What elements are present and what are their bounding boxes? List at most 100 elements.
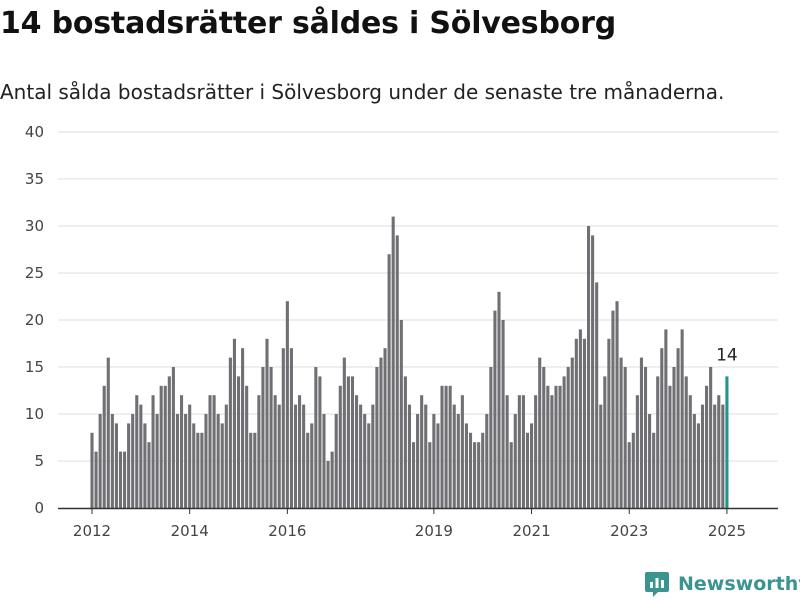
bar [330, 451, 334, 508]
bar [314, 367, 318, 508]
bar [721, 404, 725, 508]
bar [334, 414, 338, 508]
x-tick-label: 2014 [171, 522, 209, 540]
bar [359, 404, 363, 508]
bar [147, 442, 151, 508]
bar [517, 395, 521, 508]
bar [700, 404, 705, 508]
bar [468, 432, 473, 508]
bar [306, 432, 310, 508]
y-tick-label: 40 [25, 123, 44, 141]
bar [179, 395, 184, 508]
newsworthy-logo-icon [645, 572, 669, 597]
bar [127, 423, 131, 508]
bar [692, 414, 696, 508]
y-tick-label: 0 [34, 499, 44, 517]
x-tick-label: 2012 [73, 522, 111, 540]
bar [350, 376, 355, 508]
bar [155, 414, 159, 508]
bar [481, 432, 485, 508]
bar [298, 395, 302, 508]
bar [135, 395, 139, 508]
bar [501, 320, 505, 508]
bar [110, 414, 114, 508]
bar [123, 451, 127, 508]
bar [395, 235, 399, 508]
bar [375, 367, 379, 508]
bar [379, 357, 383, 508]
y-tick-label: 20 [25, 311, 44, 329]
bar [90, 432, 94, 508]
bar [464, 423, 468, 508]
bar [521, 395, 525, 508]
bar [562, 376, 566, 508]
bar [143, 423, 147, 508]
bar [224, 404, 228, 508]
bar [611, 310, 615, 508]
bar [505, 395, 509, 508]
y-tick-label: 25 [25, 264, 44, 282]
value-labels: 14 [716, 345, 738, 365]
bar [318, 376, 322, 508]
bar [493, 310, 497, 508]
bar [473, 442, 477, 508]
bar [652, 432, 656, 508]
bar [688, 395, 692, 508]
bar [554, 385, 558, 508]
bar [635, 395, 639, 508]
bar [436, 423, 440, 508]
gridlines [58, 131, 778, 462]
bar [151, 395, 155, 508]
bar [444, 385, 448, 508]
bar [236, 376, 241, 508]
bar [346, 376, 350, 508]
bar [232, 338, 236, 508]
bar [420, 395, 424, 508]
x-tick-label: 2021 [512, 522, 550, 540]
bar [680, 329, 684, 508]
bar [489, 367, 493, 508]
bar [582, 338, 587, 508]
bar [355, 395, 359, 508]
bar [424, 404, 428, 508]
bar [200, 432, 204, 508]
bar [228, 357, 232, 508]
bar [619, 357, 623, 508]
bar [627, 442, 631, 508]
bar [485, 414, 489, 508]
bar [631, 432, 635, 508]
bar-latest [725, 376, 729, 508]
bar [717, 395, 721, 508]
y-tick-label: 15 [25, 358, 44, 376]
x-tick-label: 2019 [415, 522, 453, 540]
bar [184, 414, 188, 508]
bar [684, 376, 688, 508]
chart-subtitle: Antal sålda bostadsrätter i Sölvesborg u… [0, 80, 725, 104]
bar [513, 414, 517, 508]
bar [399, 320, 403, 508]
bar [578, 329, 582, 508]
bar [558, 385, 562, 508]
bar [411, 442, 416, 508]
bar [114, 423, 118, 508]
bar [196, 432, 200, 508]
bar [672, 367, 676, 508]
y-tick-label: 30 [25, 217, 44, 235]
bar [586, 226, 591, 508]
bar [253, 432, 257, 508]
bar [595, 282, 599, 508]
bar [285, 301, 289, 508]
bar [550, 395, 554, 508]
bar [163, 385, 167, 508]
bar [167, 376, 171, 508]
bar [497, 291, 501, 508]
bar [171, 367, 175, 508]
bar [648, 414, 652, 508]
bar [265, 338, 269, 508]
bar [94, 451, 98, 508]
bar [416, 414, 420, 508]
bar [660, 348, 664, 508]
bar [241, 348, 245, 508]
x-tick-label: 2023 [610, 522, 648, 540]
